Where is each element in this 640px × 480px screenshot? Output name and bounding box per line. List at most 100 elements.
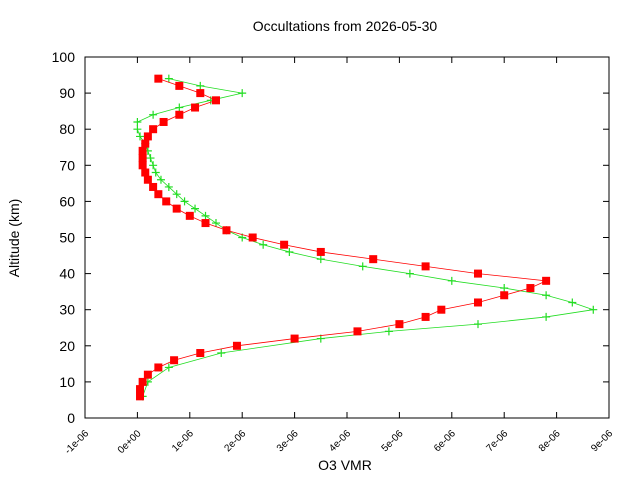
series-line	[136, 78, 594, 397]
x-tick-label: -1e-06	[63, 428, 92, 457]
series-line	[139, 78, 548, 397]
point	[474, 269, 482, 278]
point	[146, 154, 155, 163]
point	[474, 320, 482, 329]
point	[353, 327, 362, 336]
point	[170, 356, 179, 365]
point	[405, 269, 414, 278]
point	[138, 161, 147, 170]
point	[185, 211, 194, 220]
point	[149, 182, 158, 191]
point	[151, 168, 160, 177]
point	[196, 81, 205, 90]
x-tick-label: 6e-06	[432, 428, 458, 454]
point	[212, 219, 220, 228]
point	[138, 146, 147, 155]
y-axis-label: Altitude (km)	[6, 199, 22, 278]
point	[285, 247, 294, 256]
point	[154, 363, 163, 372]
point	[232, 341, 241, 350]
y-tick-label: 60	[59, 193, 75, 209]
point	[238, 89, 247, 98]
point	[500, 291, 509, 300]
point	[141, 139, 150, 148]
point	[217, 349, 226, 358]
point	[259, 240, 268, 249]
point	[149, 125, 158, 134]
x-tick-label: 7e-06	[484, 428, 510, 454]
y-tick-label: 30	[59, 302, 75, 318]
chart-title: Occultations from 2026-05-30	[253, 18, 438, 34]
point	[212, 96, 220, 105]
point	[175, 103, 184, 112]
y-tick-label: 50	[59, 230, 75, 246]
x-axis-label: O3 VMR	[318, 457, 372, 473]
point	[384, 327, 393, 336]
y-tick-label: 100	[52, 49, 76, 65]
x-tick-label: 2e-06	[222, 428, 248, 454]
x-tick-label: 5e-06	[380, 428, 406, 454]
point	[248, 233, 257, 242]
point	[542, 312, 551, 321]
point	[154, 74, 163, 83]
point	[164, 74, 173, 83]
y-tick-label: 40	[59, 266, 75, 282]
point	[500, 284, 509, 293]
point	[138, 154, 147, 163]
point	[175, 110, 184, 119]
y-tick-label: 80	[59, 121, 75, 137]
y-tick-label: 0	[67, 410, 75, 426]
point	[447, 276, 456, 285]
point	[201, 219, 210, 228]
point	[141, 168, 150, 177]
x-tick-label: 9e-06	[589, 428, 615, 454]
point	[143, 175, 152, 184]
point	[421, 262, 430, 271]
point	[172, 204, 181, 213]
point	[149, 110, 158, 119]
point	[196, 349, 205, 358]
point	[175, 81, 184, 90]
point	[133, 117, 142, 126]
point	[437, 305, 446, 314]
point	[526, 284, 535, 293]
point	[316, 255, 325, 264]
point	[164, 363, 173, 372]
point	[421, 312, 430, 321]
x-tick-label: 1e-06	[170, 428, 196, 454]
point	[164, 182, 173, 191]
point	[358, 262, 367, 271]
point	[143, 370, 152, 379]
point	[143, 132, 152, 141]
point	[542, 291, 551, 300]
y-tick-label: 90	[59, 85, 75, 101]
point	[542, 276, 551, 285]
point	[154, 190, 163, 199]
point	[136, 392, 145, 401]
point	[136, 385, 145, 394]
point	[159, 117, 168, 126]
point	[589, 305, 598, 314]
point	[162, 197, 171, 206]
x-tick-label: 4e-06	[327, 428, 353, 454]
point	[138, 377, 147, 386]
point	[290, 334, 299, 343]
point	[156, 175, 165, 184]
point	[316, 247, 325, 256]
point	[191, 103, 200, 112]
y-tick-label: 10	[59, 374, 75, 390]
point	[172, 190, 181, 199]
point	[369, 255, 378, 264]
point	[191, 204, 200, 213]
point	[133, 125, 142, 134]
point	[201, 211, 210, 220]
point	[180, 197, 189, 206]
plot-frame	[84, 56, 610, 419]
x-tick-label: 0e+00	[116, 428, 144, 456]
y-tick-label: 70	[59, 157, 75, 173]
y-tick-label: 20	[59, 338, 75, 354]
point	[196, 89, 205, 98]
point	[568, 298, 577, 307]
point	[280, 240, 289, 249]
